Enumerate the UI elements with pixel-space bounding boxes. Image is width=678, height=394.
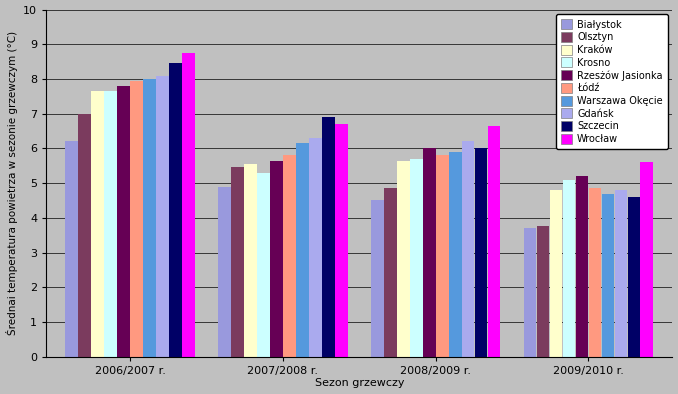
Bar xyxy=(601,193,614,357)
Bar xyxy=(65,141,78,357)
Legend: Białystok, Olsztyn, Kraków, Krosno, Rzesżów Jasionka, Łódź, Warszawa Okęcie, Gda: Białystok, Olsztyn, Kraków, Krosno, Rzes… xyxy=(556,15,668,149)
Bar xyxy=(143,79,156,357)
Bar xyxy=(170,63,182,357)
Bar xyxy=(523,228,536,357)
Bar xyxy=(104,91,117,357)
Bar xyxy=(563,180,576,357)
Bar xyxy=(92,91,104,357)
Bar xyxy=(628,197,640,357)
Bar xyxy=(576,176,589,357)
Bar xyxy=(397,160,410,357)
Bar xyxy=(130,81,143,357)
Bar xyxy=(322,117,335,357)
Bar xyxy=(475,149,487,357)
Bar xyxy=(117,86,130,357)
Bar xyxy=(257,173,270,357)
Bar xyxy=(182,53,195,357)
Bar xyxy=(487,126,500,357)
Bar xyxy=(371,201,384,357)
Bar xyxy=(218,187,231,357)
Bar xyxy=(550,190,562,357)
Bar xyxy=(244,164,257,357)
Bar xyxy=(589,188,601,357)
X-axis label: Sezon grzewczy: Sezon grzewczy xyxy=(315,379,404,388)
Bar xyxy=(156,76,169,357)
Bar xyxy=(270,160,283,357)
Bar xyxy=(384,188,397,357)
Bar xyxy=(296,143,308,357)
Bar xyxy=(79,114,91,357)
Bar xyxy=(436,155,449,357)
Bar xyxy=(335,124,348,357)
Bar xyxy=(641,162,653,357)
Bar xyxy=(449,152,462,357)
Bar xyxy=(614,190,627,357)
Bar xyxy=(410,159,422,357)
Y-axis label: Średnai temperatura powietrza w sezonie grzewczym (°C): Średnai temperatura powietrza w sezonie … xyxy=(5,31,18,335)
Bar xyxy=(283,155,296,357)
Bar xyxy=(309,138,322,357)
Bar xyxy=(536,227,549,357)
Bar xyxy=(231,167,244,357)
Bar xyxy=(423,149,435,357)
Bar xyxy=(462,141,475,357)
